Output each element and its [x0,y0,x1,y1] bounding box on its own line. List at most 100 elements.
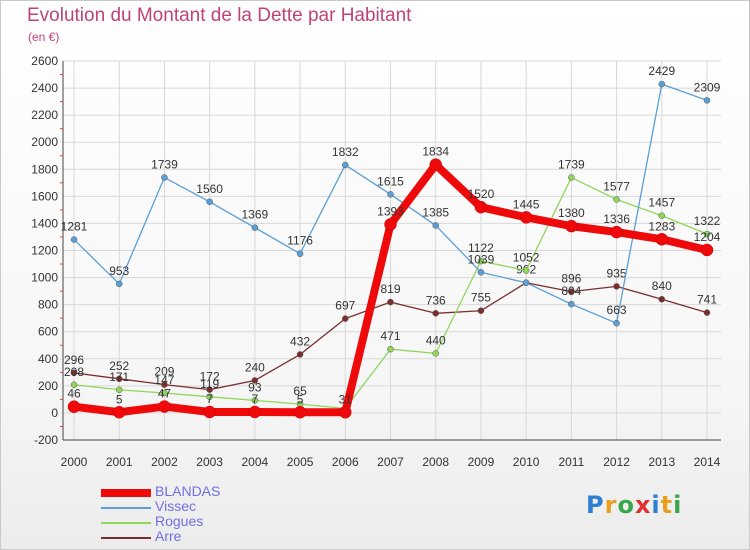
y-tick-label: 0 [51,406,58,420]
data-label-rogues: 65 [293,384,307,398]
data-label-rogues: 1122 [468,241,494,255]
logo-letter: t [660,491,674,519]
data-point-arre [568,288,575,295]
data-label-blandas: 46 [67,387,81,401]
data-point-blandas [112,406,126,419]
logo-letter: o [617,491,635,519]
data-point-vissec [206,198,213,206]
data-point-vissec [70,236,78,243]
logo-letter: r [604,491,618,519]
data-label-blandas: 5 [297,392,304,406]
data-point-arre [432,310,439,317]
data-label-vissec: 1385 [422,205,449,219]
legend-swatch-rogues [101,522,151,524]
data-point-rogues [522,267,530,274]
data-point-vissec [432,222,439,229]
data-point-blandas [655,233,669,246]
logo-letter: x [634,491,652,519]
data-label-vissec: 1369 [242,208,269,222]
y-tick-label: 1200 [31,244,58,258]
x-tick-label: 2000 [61,455,88,469]
data-label-vissec: 1039 [468,252,495,266]
y-tick-label: 2600 [31,54,58,68]
data-label-arre: 755 [471,291,491,305]
data-point-blandas [384,218,397,231]
data-label-vissec: 804 [561,284,581,298]
data-point-blandas [429,158,442,171]
data-point-vissec [342,161,349,169]
x-tick-label: 2013 [648,455,675,469]
data-label-arre: 736 [426,293,446,307]
data-point-arre [115,375,123,383]
data-label-blandas: 1393 [377,204,404,218]
data-point-vissec [658,80,666,88]
data-label-arre: 296 [64,353,84,367]
data-point-rogues [387,345,394,353]
data-label-vissec: 1560 [196,182,223,196]
legend-swatch-vissec [101,507,151,509]
data-label-blandas: 1380 [558,206,585,220]
data-label-blandas: 7 [252,392,259,406]
data-point-vissec [703,97,711,104]
data-point-rogues [703,230,711,238]
data-label-rogues: 471 [380,329,400,343]
data-point-rogues [115,386,123,394]
data-point-rogues [432,350,439,357]
data-label-vissec: 1281 [61,220,88,234]
x-tick-label: 2014 [694,455,721,469]
legend-swatch-blandas [101,489,151,497]
data-point-blandas [519,211,533,224]
data-point-arre [206,386,213,393]
data-point-arre [342,315,349,322]
data-point-rogues [70,381,78,389]
data-point-vissec [387,191,394,198]
y-tick-label: 1800 [31,162,58,176]
data-label-blandas: 1445 [513,197,540,211]
data-label-rogues: 1457 [648,196,675,210]
data-label-vissec: 2429 [648,64,675,78]
data-point-rogues [568,174,575,181]
data-point-arre [477,307,485,314]
data-point-blandas [248,405,262,419]
data-point-blandas [158,400,171,413]
data-label-rogues: 171 [109,370,129,384]
data-point-rogues [477,257,485,265]
data-label-blandas: 1336 [603,212,630,226]
y-tick-label: 600 [38,325,58,339]
legend-swatch-arre [101,537,151,539]
data-label-blandas: 31 [339,392,353,406]
legend-label-vissec: Vissec [155,498,196,514]
y-tick-label: 1600 [31,189,58,203]
data-point-arre [296,351,304,358]
data-point-blandas [565,219,578,233]
y-tick-label: 2200 [31,108,58,122]
data-label-arre: 697 [335,299,355,313]
data-label-arre: 741 [697,293,717,307]
data-label-arre: 209 [154,365,174,379]
proxiti-logo: Proxiti [586,491,682,519]
data-point-vissec [522,279,530,286]
data-point-blandas [474,200,488,214]
y-tick-label: 800 [38,298,58,312]
data-point-arre [387,298,394,306]
data-point-blandas [339,406,352,419]
data-label-arre: 935 [607,266,627,280]
data-label-rogues: 1322 [694,214,721,228]
data-label-blandas: 1283 [648,219,675,233]
x-tick-label: 2002 [151,455,178,469]
data-label-vissec: 663 [607,303,627,317]
data-point-vissec [568,300,575,308]
data-label-blandas: 5 [116,392,123,406]
data-point-vissec [296,250,304,257]
x-tick-label: 2011 [558,455,584,469]
y-tick-label: 2400 [31,81,58,95]
x-tick-label: 2007 [377,455,404,469]
y-tick-label: -200 [34,433,58,447]
legend-label-rogues: Rogues [155,513,204,529]
x-tick-label: 2012 [603,455,630,469]
data-label-rogues: 119 [200,377,219,391]
data-point-blandas [700,243,714,257]
data-point-vissec [477,269,485,276]
data-label-rogues: 147 [154,373,174,387]
